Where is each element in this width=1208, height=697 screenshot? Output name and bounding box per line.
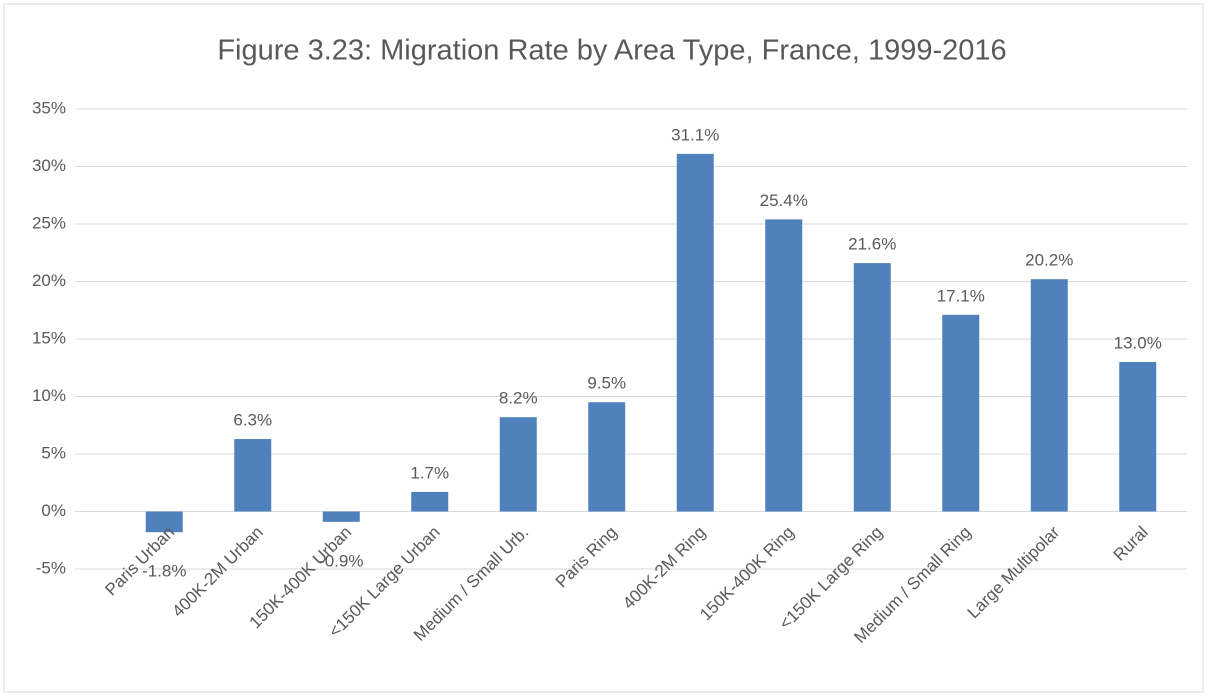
bar [942, 314, 980, 512]
chart-border [3, 3, 1204, 693]
data-label: 25.4% [760, 191, 808, 210]
data-label: -1.8% [142, 562, 186, 581]
bar [499, 417, 537, 512]
data-label: 13.0% [1114, 333, 1162, 352]
bar [853, 263, 891, 512]
data-label: -0.9% [319, 551, 363, 570]
y-tick-label: -5% [36, 558, 66, 577]
data-label: 6.3% [233, 411, 272, 430]
y-tick-label: 10% [32, 386, 66, 405]
bar [588, 402, 626, 512]
data-label: 20.2% [1025, 251, 1073, 270]
y-tick-label: 25% [32, 213, 66, 232]
y-tick-label: 20% [32, 271, 66, 290]
bar [1119, 362, 1157, 512]
data-label: 21.6% [848, 235, 896, 254]
y-tick-label: 30% [32, 156, 66, 175]
y-tick-label: 15% [32, 328, 66, 347]
data-label: 17.1% [937, 286, 985, 305]
data-label: 1.7% [410, 463, 449, 482]
bar [234, 439, 272, 512]
bar [1030, 279, 1068, 512]
bar [411, 491, 449, 512]
bar [765, 219, 803, 512]
bar [676, 153, 714, 512]
y-tick-label: 0% [41, 501, 66, 520]
bar [322, 511, 360, 522]
chart-title: Figure 3.23: Migration Rate by Area Type… [217, 35, 1006, 67]
y-tick-label: 5% [41, 443, 66, 462]
data-label: 8.2% [499, 389, 538, 408]
data-label: 9.5% [587, 374, 626, 393]
y-tick-label: 35% [32, 98, 66, 117]
bar [145, 511, 183, 533]
data-label: 31.1% [671, 125, 719, 144]
